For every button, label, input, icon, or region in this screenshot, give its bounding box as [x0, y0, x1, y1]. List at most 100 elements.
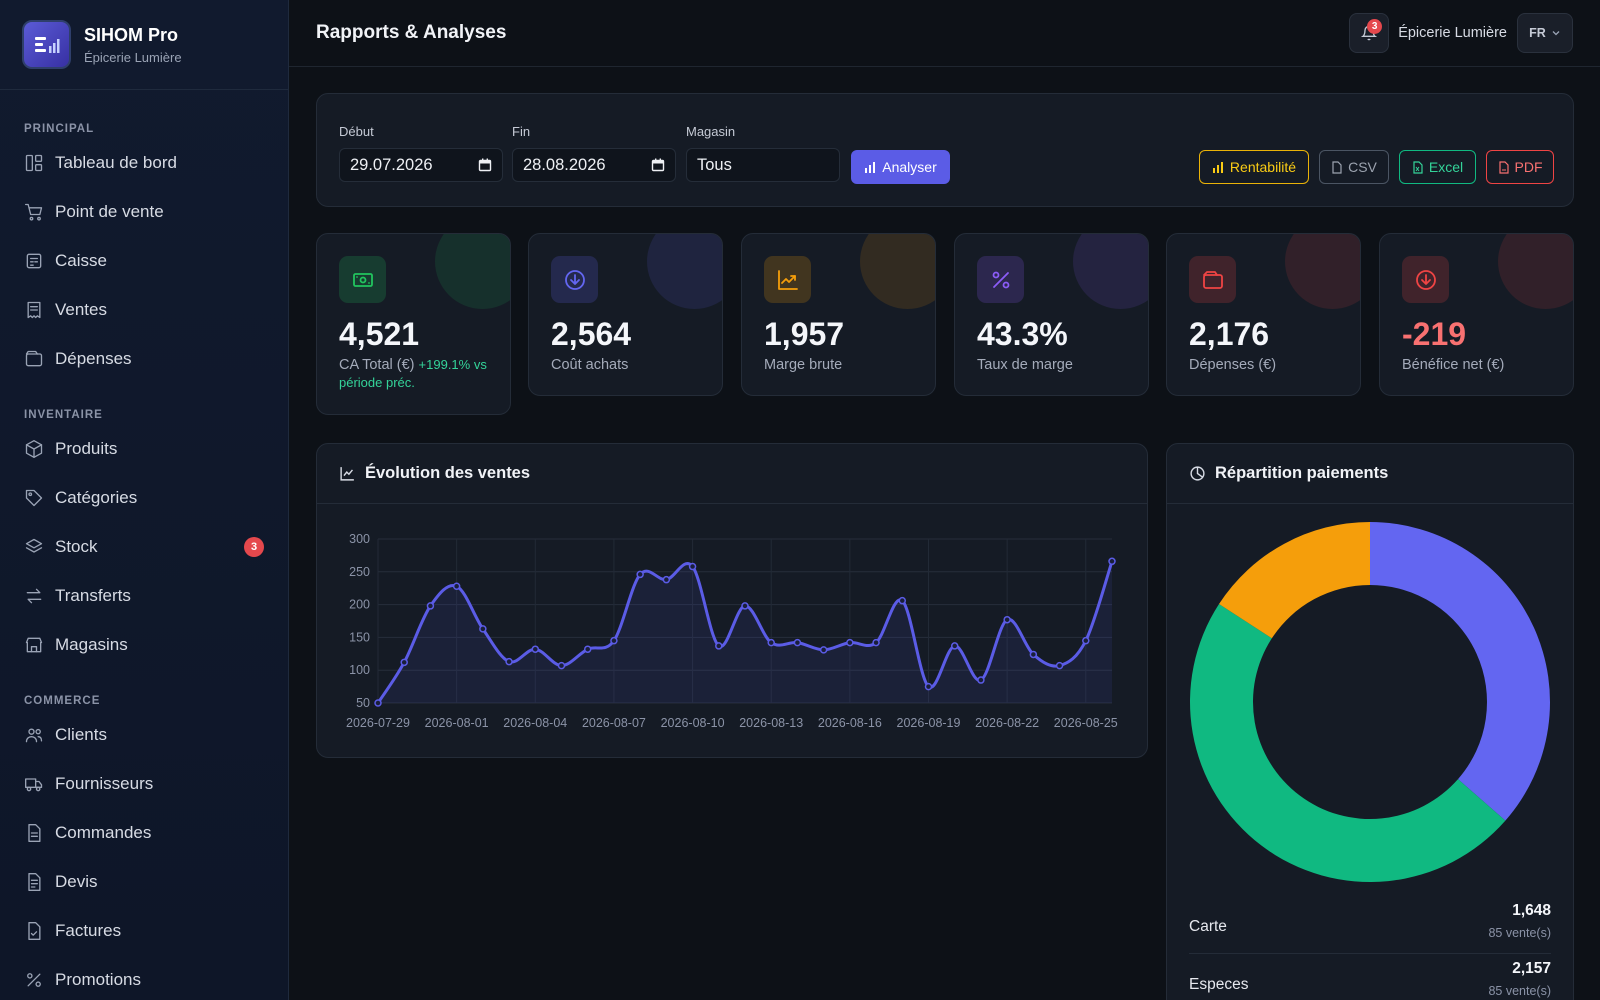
y-tick-label: 50 — [356, 696, 370, 710]
kpi-trend: +199.1% vs période préc. — [339, 357, 487, 390]
invoice-icon — [24, 921, 44, 941]
sidebar-item-label: Fournisseurs — [55, 773, 154, 793]
rentabilite-button[interactable]: Rentabilité — [1199, 150, 1309, 184]
kpi-decoration — [1498, 234, 1573, 309]
truck-icon — [24, 774, 44, 794]
sales-data-point — [1029, 650, 1038, 659]
kpi-decoration — [647, 234, 722, 309]
sidebar-item-produits[interactable]: Produits — [24, 424, 264, 473]
sales-data-point — [636, 570, 644, 579]
sidebar-item-tableau-de-bord[interactable]: Tableau de bord — [24, 138, 264, 187]
analyse-label: Analyser — [882, 159, 937, 175]
store-icon — [24, 635, 44, 655]
y-tick-label: 250 — [349, 565, 370, 579]
sidebar-item-label: Catégories — [55, 487, 138, 507]
kpi-label-wrap: Coût achats — [551, 356, 716, 374]
kpi-decoration — [1285, 234, 1360, 309]
sidebar-item-devis[interactable]: Devis — [24, 857, 264, 906]
end-date-input[interactable]: 28.08.2026 — [512, 148, 676, 182]
calendar-icon[interactable] — [651, 158, 665, 172]
cash-register-icon — [24, 251, 44, 271]
x-tick-label: 2026-07-29 — [346, 716, 410, 730]
file-pdf-icon — [1498, 160, 1510, 174]
nav-section-title: PRINCIPAL — [24, 123, 95, 135]
report-filters: Début 29.07.2026 Fin 28.08.2026 Magasin … — [316, 93, 1574, 207]
payment-donut-chart — [1190, 522, 1550, 882]
kpi-label-wrap: CA Total (€) +199.1% vs période préc. — [339, 356, 504, 392]
y-tick-label: 200 — [349, 598, 370, 612]
kpi-value: -219 — [1402, 316, 1467, 352]
payment-sales-count: 85 vente(s) — [1488, 926, 1551, 940]
notifications-button[interactable]: 3 — [1349, 13, 1390, 53]
sales-data-point — [872, 638, 880, 647]
sidebar-item-stock[interactable]: Stock 3 — [24, 522, 264, 571]
sales-data-point — [610, 636, 618, 645]
sales-data-point — [977, 676, 985, 684]
chevron-down-icon — [1551, 28, 1561, 38]
sidebar-item-label: Commandes — [55, 822, 152, 842]
sidebar-item-label: Point de vente — [55, 201, 164, 221]
export-csv-button[interactable]: CSV — [1319, 150, 1389, 184]
sales-data-point — [452, 582, 461, 590]
sales-data-point — [662, 575, 671, 584]
sales-data-point — [505, 657, 513, 666]
sidebar-item-label: Transferts — [55, 585, 131, 605]
sidebar-item-badge: 3 — [244, 537, 264, 557]
dashboard-icon — [24, 153, 44, 173]
sidebar-item-label: Stock — [55, 536, 98, 556]
money-icon — [339, 256, 386, 303]
payment-sales-count: 85 vente(s) — [1488, 984, 1551, 998]
trending-up-icon — [764, 256, 811, 303]
kpi-label-wrap: Bénéfice net (€) — [1402, 356, 1567, 374]
end-date-field: Fin 28.08.2026 — [512, 124, 676, 182]
sidebar-item-cat-gories[interactable]: Catégories — [24, 473, 264, 522]
excel-label: Excel — [1428, 159, 1464, 175]
x-tick-label: 2026-08-16 — [818, 716, 882, 730]
kpi-decoration — [860, 234, 935, 309]
sales-data-point — [583, 645, 592, 653]
sidebar-item-d-penses[interactable]: Dépenses — [24, 334, 264, 383]
sales-data-point — [1108, 557, 1116, 566]
sidebar-item-commandes[interactable]: Commandes — [24, 808, 264, 857]
payment-chart-title: Répartition paiements — [1215, 464, 1389, 482]
sidebar-item-point-de-vente[interactable]: Point de vente — [24, 187, 264, 236]
start-date-input[interactable]: 29.07.2026 — [339, 148, 503, 182]
sidebar-item-fournisseurs[interactable]: Fournisseurs — [24, 759, 264, 808]
store-select[interactable]: Tous — [686, 148, 840, 182]
sales-data-point — [715, 642, 723, 650]
kpi-label: Coût achats — [551, 357, 629, 373]
calendar-icon[interactable] — [478, 158, 492, 172]
language-label: FR — [1529, 26, 1546, 40]
kpi-label-wrap: Marge brute — [764, 356, 929, 374]
rentabilite-label: Rentabilité — [1229, 159, 1297, 175]
language-select[interactable]: FR — [1517, 13, 1573, 53]
sidebar: SIHOM Pro Épicerie Lumière PRINCIPAL Tabl… — [0, 0, 289, 1000]
export-excel-button[interactable]: Excel — [1399, 150, 1476, 184]
x-tick-label: 2026-08-13 — [739, 716, 803, 730]
kpi-label: CA Total (€) — [339, 357, 415, 373]
start-date-field: Début 29.07.2026 — [339, 124, 503, 182]
x-tick-label: 2026-08-10 — [661, 716, 725, 730]
sales-data-point — [819, 646, 828, 654]
brand-name: SIHOM Pro — [84, 24, 179, 45]
sidebar-item-magasins[interactable]: Magasins — [24, 620, 264, 669]
x-tick-label: 2026-08-01 — [425, 716, 489, 730]
brand-logo-icon[interactable] — [22, 20, 71, 69]
sales-data-point — [426, 602, 435, 610]
sidebar-item-transferts[interactable]: Transferts — [24, 571, 264, 620]
export-pdf-button[interactable]: PDF — [1486, 150, 1554, 184]
kpi-value: 2,564 — [551, 316, 632, 352]
sidebar-item-label: Magasins — [55, 634, 128, 654]
analyse-button[interactable]: Analyser — [851, 150, 950, 184]
sidebar-item-label: Tableau de bord — [55, 152, 177, 172]
sidebar-item-ventes[interactable]: Ventes — [24, 285, 264, 334]
kpi-decoration — [1073, 234, 1148, 309]
sales-data-point — [950, 642, 959, 650]
store-label: Magasin — [686, 124, 736, 139]
sidebar-item-promotions[interactable]: Promotions — [24, 955, 264, 1000]
kpi-label: Dépenses (€) — [1189, 357, 1277, 373]
payment-chart-header: Répartition paiements — [1167, 444, 1573, 504]
sidebar-item-clients[interactable]: Clients — [24, 710, 264, 759]
sidebar-item-caisse[interactable]: Caisse — [24, 236, 264, 285]
sidebar-item-factures[interactable]: Factures — [24, 906, 264, 955]
